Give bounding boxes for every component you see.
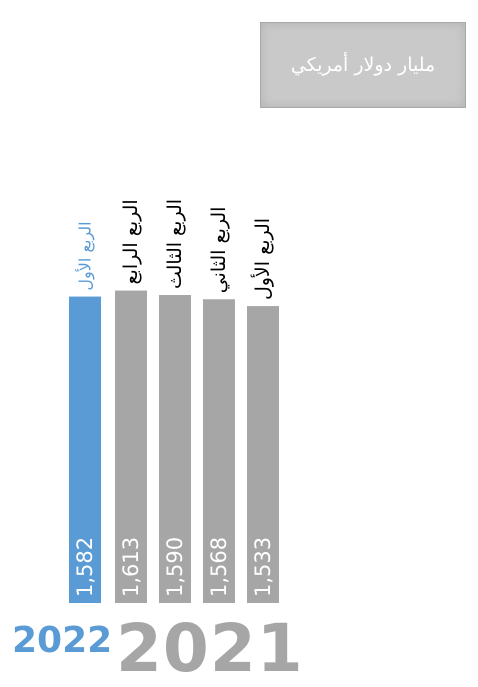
category-label-2: الربع الثالث xyxy=(164,199,186,289)
category-label-1: الربع الرابع xyxy=(120,199,142,284)
year-label-2021: 2021 xyxy=(116,610,304,687)
value-label-1: 1,613 xyxy=(119,537,143,597)
category-label-0: الربع الأول xyxy=(75,221,96,290)
bar-2 xyxy=(159,295,191,603)
value-label-2: 1,590 xyxy=(163,537,187,597)
value-label-0: 1,582 xyxy=(73,537,97,597)
value-label-3: 1,568 xyxy=(207,537,231,597)
unit-label: مليار دولار أمريكي xyxy=(290,54,436,76)
category-label-3: الربع الثاني xyxy=(208,207,230,294)
bar-3 xyxy=(203,299,235,603)
bar-0 xyxy=(69,296,101,603)
bar-1 xyxy=(115,290,147,603)
category-label-4: الربع الأول xyxy=(251,218,274,300)
year-label-2022: 2022 xyxy=(12,620,113,661)
unit-label-box: مليار دولار أمريكي xyxy=(260,22,466,108)
bar-4 xyxy=(247,306,279,603)
value-label-4: 1,533 xyxy=(251,537,275,597)
